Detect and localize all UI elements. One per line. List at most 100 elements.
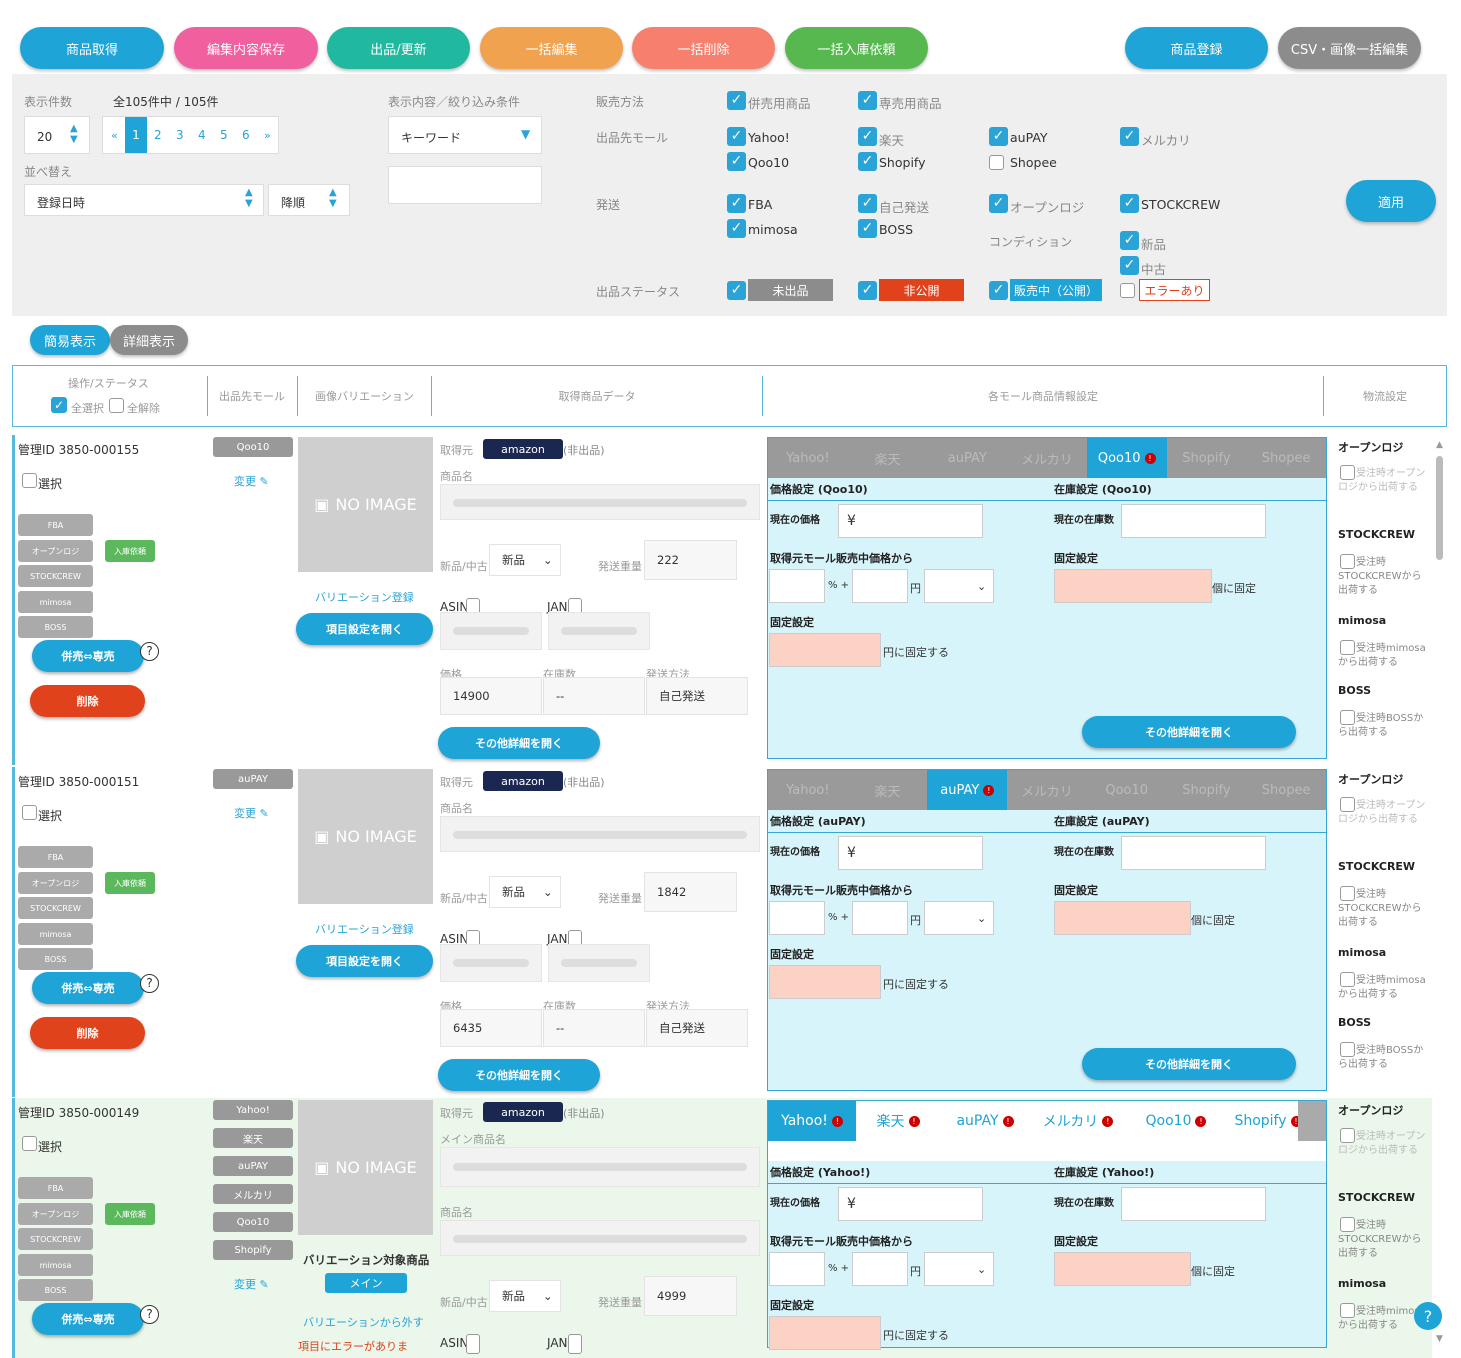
page-2[interactable]: 2 <box>154 128 162 142</box>
checkbox-empty[interactable] <box>109 398 124 413</box>
inbound-button[interactable]: 入庫依頼 <box>105 872 155 894</box>
register-product-button[interactable]: 商品登録 <box>1125 27 1268 69</box>
current-price-input[interactable]: ¥ <box>838 1187 983 1221</box>
more-details-button[interactable]: その他詳細を開く <box>1082 716 1296 748</box>
asin-input[interactable] <box>440 612 542 650</box>
mall-tab[interactable]: Yahoo! <box>786 782 830 798</box>
per-page-select[interactable]: 20 ▲ ▼ <box>24 116 90 154</box>
check-icon[interactable]: ✓ <box>858 219 877 238</box>
row-checkbox[interactable] <box>22 473 37 488</box>
price-input[interactable]: 14900 <box>440 677 542 715</box>
jan-input[interactable] <box>548 612 650 650</box>
mall-tab[interactable]: メルカリ <box>1021 784 1073 800</box>
check-icon[interactable]: ✓ <box>727 219 746 238</box>
more-details-button[interactable]: その他詳細を開く <box>1082 1048 1296 1080</box>
logistics-checkbox[interactable] <box>1340 886 1355 901</box>
bulk-edit-button[interactable]: 一括編集 <box>480 27 623 69</box>
check-icon[interactable]: ✓ <box>727 91 746 110</box>
mall-tab[interactable]: Shopify <box>1182 450 1231 466</box>
check-icon[interactable]: ✓ <box>1120 256 1139 275</box>
inbound-button[interactable]: 入庫依頼 <box>105 1203 155 1225</box>
variation-remove-link[interactable]: バリエーションから外す <box>303 1316 424 1329</box>
csv-bulk-button[interactable]: CSV・画像一括編集 <box>1278 27 1421 69</box>
deselect-all[interactable]: 全解除 <box>127 402 160 415</box>
stock-input[interactable]: -- <box>543 1009 645 1047</box>
fixed-stock-input[interactable] <box>1054 1252 1191 1286</box>
publish-button[interactable]: 出品/更新 <box>327 27 470 69</box>
check-icon[interactable]: ✓ <box>858 127 877 146</box>
mall-tab[interactable]: Shopee <box>1261 782 1311 798</box>
select-all[interactable]: 全選択 <box>71 402 104 415</box>
variation-register-link[interactable]: バリエーション登録 <box>315 591 414 604</box>
page-6[interactable]: 6 <box>242 128 250 142</box>
more-details-button[interactable]: その他詳細を開く <box>438 1059 600 1091</box>
delete-button[interactable]: 削除 <box>30 1017 145 1049</box>
question-icon[interactable]: ? <box>140 642 159 661</box>
delete-button[interactable]: 削除 <box>30 685 145 717</box>
method-input[interactable]: 自己発送 <box>646 677 748 715</box>
check-icon[interactable]: ✓ <box>1120 127 1139 146</box>
current-stock-input[interactable] <box>1121 836 1266 870</box>
current-stock-input[interactable] <box>1121 1187 1266 1221</box>
keyword-select[interactable]: キーワード ▼ <box>388 116 542 154</box>
mall-tab[interactable]: 楽天 <box>874 452 901 468</box>
condition-select[interactable]: 新品 ⌄ <box>489 1280 561 1312</box>
weight-input[interactable]: 4999 <box>644 1276 737 1316</box>
tab-overflow[interactable] <box>1298 1101 1326 1141</box>
mall-tab[interactable]: Shopify! <box>1228 1101 1308 1141</box>
current-price-input[interactable]: ¥ <box>838 836 983 870</box>
scroll-thumb[interactable] <box>1436 456 1443 560</box>
percent-input[interactable] <box>769 1252 825 1286</box>
change-link[interactable]: 変更 ✎ <box>234 1278 269 1291</box>
logistics-checkbox[interactable] <box>1340 1042 1355 1057</box>
condition-select[interactable]: 新品 ⌄ <box>489 876 561 908</box>
jan-checkbox[interactable] <box>568 1334 582 1354</box>
fixed-price-input[interactable] <box>769 1316 881 1350</box>
add-yen-input[interactable] <box>852 901 908 935</box>
open-item-settings-button[interactable]: 項目設定を開く <box>296 945 433 977</box>
main-name-input[interactable] <box>440 1147 760 1187</box>
fixed-stock-input[interactable] <box>1054 569 1212 603</box>
name-input[interactable] <box>440 484 760 520</box>
logistics-checkbox[interactable] <box>1340 972 1355 987</box>
save-edits-button[interactable]: 編集内容保存 <box>174 27 318 69</box>
mall-tab[interactable]: メルカリ <box>1021 452 1073 468</box>
concurrent-toggle-button[interactable]: 併売⇔専売 <box>32 1303 144 1335</box>
row-checkbox[interactable] <box>22 805 37 820</box>
logistics-checkbox[interactable] <box>1340 1303 1355 1318</box>
simple-view-tab[interactable]: 簡易表示 <box>30 325 110 355</box>
mall-tab[interactable]: メルカリ! <box>1032 1101 1124 1141</box>
add-yen-input[interactable] <box>852 569 908 603</box>
mall-tab[interactable]: auPAY! <box>927 770 1008 810</box>
logistics-checkbox[interactable] <box>1340 640 1355 655</box>
check-icon[interactable]: ✓ <box>1120 231 1139 250</box>
check-icon[interactable]: ✓ <box>989 127 1008 146</box>
concurrent-toggle-button[interactable]: 併売⇔専売 <box>32 640 144 672</box>
detail-view-tab[interactable]: 詳細表示 <box>110 325 188 355</box>
asin-checkbox[interactable] <box>466 1334 480 1354</box>
help-icon[interactable]: ? <box>1414 1302 1442 1330</box>
current-stock-input[interactable] <box>1121 504 1266 538</box>
name-input[interactable] <box>440 816 760 852</box>
rounding-select[interactable]: ⌄ <box>924 569 994 603</box>
fixed-stock-input[interactable] <box>1054 901 1191 935</box>
check-icon[interactable]: ✓ <box>727 127 746 146</box>
add-yen-input[interactable] <box>852 1252 908 1286</box>
condition-select[interactable]: 新品 ⌄ <box>489 544 561 576</box>
check-icon[interactable]: ✓ <box>727 152 746 171</box>
logistics-checkbox[interactable] <box>1340 710 1355 725</box>
page-first[interactable]: « <box>111 129 118 142</box>
logistics-checkbox[interactable] <box>1340 554 1355 569</box>
concurrent-toggle-button[interactable]: 併売⇔専売 <box>32 972 144 1004</box>
weight-input[interactable]: 1842 <box>644 872 737 912</box>
mall-tab[interactable]: auPAY <box>947 450 987 466</box>
scroll-up-icon[interactable]: ▲ <box>1436 440 1443 450</box>
check-icon[interactable]: ✓ <box>858 152 877 171</box>
check-icon[interactable]: ✓ <box>989 194 1008 213</box>
variation-register-link[interactable]: バリエーション登録 <box>315 923 414 936</box>
check-icon[interactable]: ✓ <box>858 281 877 300</box>
jan-input[interactable] <box>548 944 650 982</box>
sort-select[interactable]: 登録日時 ▲ ▼ <box>24 184 264 216</box>
check-icon[interactable]: ✓ <box>989 281 1008 300</box>
mall-tab[interactable]: 楽天! <box>858 1101 938 1141</box>
